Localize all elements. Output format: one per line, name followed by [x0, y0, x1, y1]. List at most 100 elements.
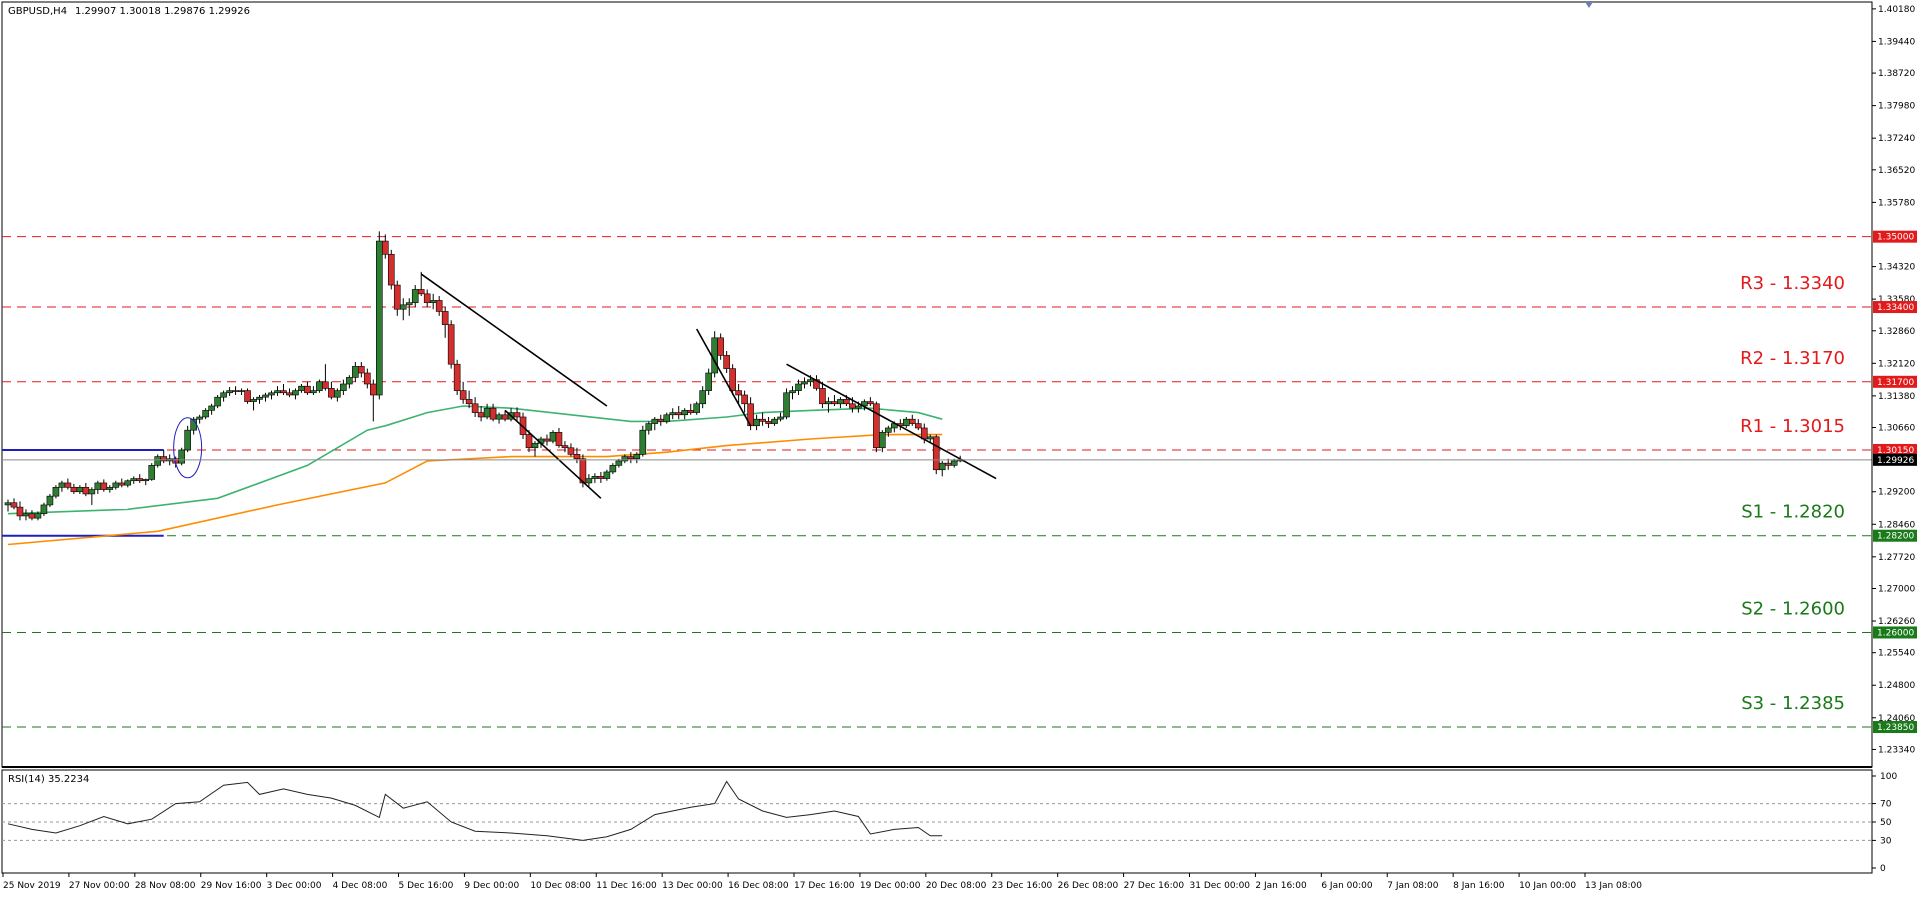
- candle-body: [627, 456, 635, 460]
- candle-body: [292, 390, 299, 396]
- level-price-tag: [1873, 443, 1917, 456]
- candle-body: [280, 390, 287, 394]
- candle-body: [609, 465, 617, 473]
- candle: [932, 434, 940, 475]
- time-tick-label: 28 Nov 08:00: [135, 881, 196, 891]
- candle-body: [651, 418, 659, 424]
- candle-body: [807, 379, 814, 383]
- candle-body: [579, 458, 587, 484]
- time-tick-label: 4 Dec 08:00: [333, 881, 388, 891]
- time-tick-label: 20 Dec 08:00: [926, 881, 987, 891]
- candle-body: [531, 443, 539, 449]
- candle: [40, 502, 48, 516]
- time-tick-label: 10 Dec 08:00: [530, 881, 591, 891]
- level-price-tag: [1873, 626, 1917, 639]
- candle: [914, 419, 922, 431]
- price-tick-label: 1.32120: [1878, 359, 1915, 369]
- rsi-tick-label: 0: [1880, 864, 1886, 874]
- candle: [555, 427, 563, 448]
- candle: [771, 416, 778, 426]
- candle: [525, 430, 533, 453]
- candle-body: [729, 368, 736, 391]
- candle-body: [914, 423, 922, 429]
- candle: [783, 388, 790, 420]
- candle-body: [286, 392, 293, 396]
- candle-body: [136, 478, 144, 482]
- candle-body: [244, 390, 251, 402]
- candle: [334, 388, 341, 402]
- candle-body: [124, 480, 132, 486]
- time-tick-label: 16 Dec 08:00: [728, 881, 789, 891]
- candle: [705, 368, 712, 395]
- candle: [609, 463, 617, 475]
- rsi-tick-label: 100: [1880, 772, 1897, 782]
- candle: [873, 401, 880, 453]
- candle-body: [765, 421, 772, 424]
- rsi-tick-label: 50: [1880, 818, 1892, 828]
- candle: [220, 390, 227, 402]
- candle-body: [477, 412, 485, 418]
- candle-body: [220, 392, 227, 398]
- candle-body: [777, 416, 784, 420]
- candle: [759, 412, 766, 426]
- candle-body: [250, 399, 257, 402]
- candle: [699, 386, 706, 409]
- candle-body: [543, 438, 551, 442]
- candle: [124, 479, 132, 488]
- trendline: [695, 328, 752, 427]
- candle-body: [358, 366, 365, 374]
- candle-body: [226, 390, 233, 394]
- candle-body: [393, 284, 401, 310]
- candle-body: [657, 418, 665, 422]
- price-tick-label: 1.37980: [1878, 102, 1915, 112]
- candle-body: [849, 403, 856, 409]
- candle-body: [328, 388, 335, 398]
- candle-body: [471, 403, 479, 413]
- current-price-tag: [1873, 453, 1917, 466]
- candle: [489, 403, 497, 422]
- candle-body: [705, 372, 712, 391]
- time-tick-label: 25 Nov 2019: [3, 881, 61, 891]
- level-price-tag-label: 1.23850: [1877, 723, 1914, 733]
- candle-body: [16, 506, 24, 517]
- chart-symbol-label: GBPUSD,H4: [8, 6, 67, 17]
- candle: [447, 320, 455, 369]
- candle-body: [645, 423, 653, 431]
- time-tick-label: 13 Dec 00:00: [662, 881, 723, 891]
- candle-body: [549, 432, 557, 442]
- candle: [346, 375, 353, 389]
- candle: [184, 425, 191, 453]
- candle-body: [813, 379, 820, 389]
- time-tick-label: 13 Jan 08:00: [1585, 881, 1642, 891]
- candle-body: [178, 449, 185, 464]
- candle-body: [352, 366, 359, 378]
- candle-body: [753, 418, 760, 427]
- candle-body: [405, 302, 413, 306]
- candle: [531, 441, 539, 457]
- candle: [777, 412, 784, 422]
- candle-body: [184, 429, 191, 451]
- candle: [280, 384, 287, 395]
- price-tick-label: 1.25540: [1878, 649, 1915, 659]
- candle: [16, 501, 24, 521]
- candle-body: [238, 390, 245, 392]
- candle: [813, 375, 820, 391]
- price-tick-label: 1.39440: [1878, 37, 1915, 47]
- price-tick-label: 1.38720: [1878, 69, 1915, 79]
- moving-averages: [7, 405, 943, 546]
- candle-body: [214, 396, 221, 407]
- candle-body: [681, 410, 689, 416]
- time-tick-label: 8 Jan 16:00: [1453, 881, 1505, 891]
- level-price-tag-label: 1.26000: [1877, 628, 1914, 638]
- price-tick-label: 1.24800: [1878, 681, 1915, 691]
- candle-body: [759, 418, 766, 422]
- time-tick-label: 6 Jan 00:00: [1321, 881, 1373, 891]
- candle-body: [843, 399, 850, 405]
- candle-body: [34, 513, 42, 519]
- candle: [244, 388, 251, 404]
- ma-slow-line: [7, 433, 943, 546]
- candle-body: [28, 513, 36, 519]
- time-tick-label: 10 Jan 00:00: [1519, 881, 1576, 891]
- candle: [64, 478, 72, 490]
- price-tick-label: 1.35780: [1878, 198, 1915, 208]
